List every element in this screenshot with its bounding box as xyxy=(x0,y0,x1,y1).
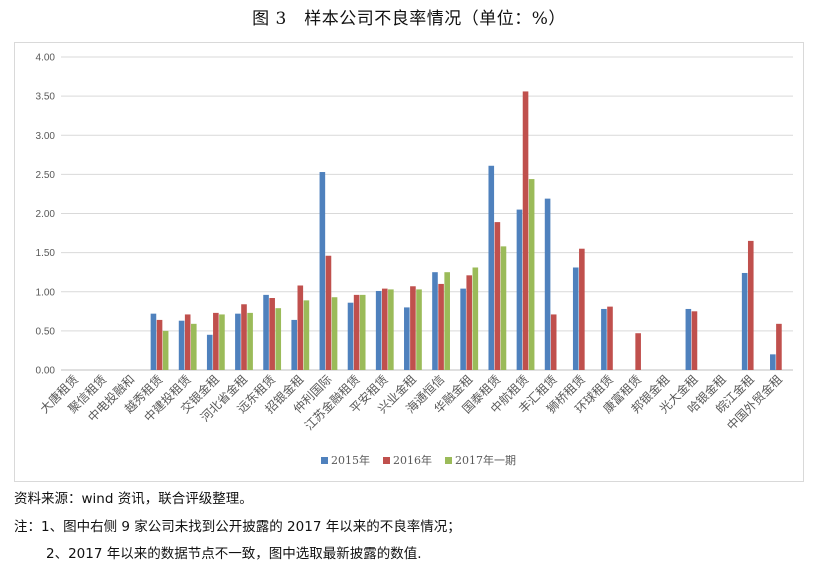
bar xyxy=(291,319,298,370)
bar xyxy=(776,323,782,370)
bar xyxy=(325,255,332,370)
bar xyxy=(375,290,382,370)
y-tick-label: 2.00 xyxy=(36,209,56,220)
source-note: 资料来源：wind 资讯，联合评级整理。 xyxy=(14,491,253,507)
bar xyxy=(190,323,197,370)
footnote-2: 2、2017 年以来的数据节点不一致，图中选取最新披露的数值. xyxy=(46,546,422,562)
bar xyxy=(247,312,253,370)
bar xyxy=(410,286,416,370)
bar xyxy=(572,267,579,370)
bar xyxy=(741,272,748,370)
bar xyxy=(150,313,157,370)
chart-title: 图 3 样本公司不良率情况（单位：%） xyxy=(252,9,566,29)
y-tick-label: 0.00 xyxy=(36,366,56,377)
bar xyxy=(444,272,450,370)
bar xyxy=(522,91,529,371)
bar xyxy=(516,209,523,370)
bar xyxy=(550,314,557,370)
bar xyxy=(331,297,338,370)
bar xyxy=(213,312,219,370)
bar xyxy=(472,267,479,370)
bar xyxy=(607,306,613,370)
y-tick-label: 2.50 xyxy=(36,170,56,181)
bar xyxy=(269,298,275,370)
y-tick-label: 3.00 xyxy=(36,131,56,142)
bar xyxy=(500,246,507,370)
bar xyxy=(162,330,169,371)
bar xyxy=(528,179,535,370)
bar xyxy=(241,304,247,370)
bar xyxy=(404,307,410,370)
bar xyxy=(466,275,473,370)
y-tick-label: 0.50 xyxy=(36,326,56,337)
bar xyxy=(388,289,394,370)
bar xyxy=(184,314,191,370)
bar xyxy=(579,248,585,370)
legend-swatch xyxy=(383,457,390,464)
y-tick-label: 1.50 xyxy=(36,248,56,259)
bar xyxy=(416,289,422,370)
bar xyxy=(601,308,607,370)
legend-label: 2015年 xyxy=(331,453,370,467)
bar xyxy=(219,314,225,370)
legend-swatch xyxy=(321,457,328,464)
bar xyxy=(494,222,501,370)
bar xyxy=(488,165,495,370)
footnote-1: 注：1、图中右侧 9 家公司未找到公开披露的 2017 年以来的不良率情况； xyxy=(14,519,461,535)
bar xyxy=(691,311,698,370)
bar xyxy=(544,198,551,370)
bar xyxy=(432,272,438,370)
bar xyxy=(460,288,466,370)
y-tick-label: 1.00 xyxy=(36,287,56,298)
bar xyxy=(156,319,163,370)
legend-label: 2017年一期 xyxy=(455,453,516,467)
bar xyxy=(275,308,282,370)
legend-label: 2016年 xyxy=(393,453,432,467)
bar xyxy=(635,333,641,370)
bar xyxy=(347,302,354,370)
bar xyxy=(303,300,310,370)
y-tick-label: 4.00 xyxy=(36,53,56,64)
bar xyxy=(770,354,776,370)
bar xyxy=(263,294,269,370)
bar xyxy=(235,313,241,370)
bar xyxy=(438,283,444,370)
bar xyxy=(747,240,754,370)
bar xyxy=(206,334,213,370)
bar-chart: 0.000.501.001.502.002.503.003.504.00大唐租赁… xyxy=(36,53,793,467)
bar xyxy=(685,308,692,370)
bar xyxy=(353,294,360,370)
bar xyxy=(319,172,326,370)
bar xyxy=(359,294,366,370)
bar xyxy=(381,288,388,370)
legend-swatch xyxy=(445,457,452,464)
bar xyxy=(178,320,185,370)
y-tick-label: 3.50 xyxy=(36,92,56,103)
chart-area: 0.00 0.50 1.00 1.50 2.00 2.50 3.00 3.50 4.00 大唐租赁… xyxy=(14,42,804,482)
bar xyxy=(297,285,304,370)
